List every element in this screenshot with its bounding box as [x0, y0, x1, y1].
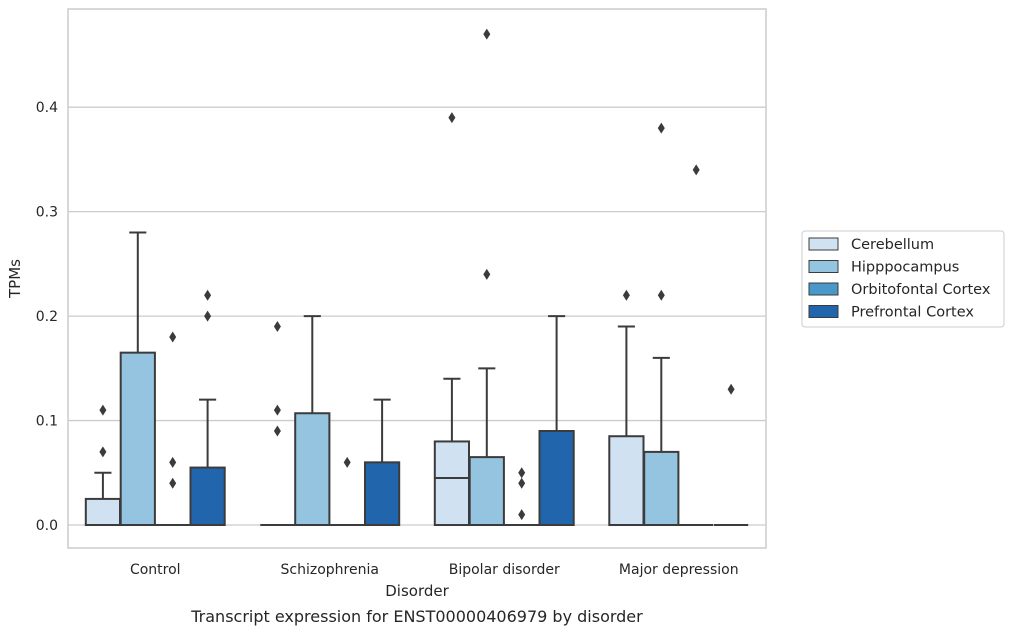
outlier-point — [657, 289, 665, 301]
box-body — [643, 450, 680, 527]
x-tick-label: Bipolar disorder — [449, 562, 560, 578]
outlier-point — [204, 289, 212, 301]
box-hipppocampus — [468, 28, 505, 527]
outlier-point — [169, 331, 177, 343]
outlier-point — [518, 509, 526, 521]
box-orbitofontal-cortex — [155, 331, 190, 527]
box-cerebellum — [84, 404, 122, 527]
box-hipppocampus — [294, 315, 331, 527]
legend-label: Orbitofontal Cortex — [851, 282, 991, 298]
legend-frame — [801, 230, 1005, 328]
outlier-point — [273, 321, 281, 333]
legend-swatch — [808, 282, 839, 296]
x-tick-label: Major depression — [619, 562, 739, 578]
outlier-point — [343, 456, 351, 468]
outlier-point — [692, 164, 700, 176]
outlier-point — [483, 268, 491, 280]
outlier-point — [204, 310, 212, 322]
box-cerebellum — [433, 112, 471, 527]
outlier-point — [518, 477, 526, 489]
outlier-point — [99, 446, 107, 458]
box-orbitofontal-cortex — [504, 467, 539, 527]
x-tick-label: Control — [130, 562, 181, 578]
y-axis-label: TPMs — [6, 259, 24, 299]
box-orbitofontal-cortex — [330, 456, 365, 527]
box-hipppocampus — [119, 231, 156, 527]
y-tick-label: 0.4 — [36, 100, 58, 116]
outlier-point — [273, 404, 281, 416]
legend-label: Prefrontal Cortex — [851, 305, 974, 321]
y-tick-label: 0.2 — [36, 309, 58, 325]
box-prefrontal-cortex — [538, 315, 575, 527]
box-marks — [84, 28, 749, 527]
box-prefrontal-cortex — [189, 289, 226, 527]
box-body — [119, 351, 156, 527]
outlier-point — [169, 456, 177, 468]
y-tick-label: 0.3 — [36, 205, 58, 221]
box-prefrontal-cortex — [713, 383, 749, 527]
box-body — [363, 461, 401, 527]
outlier-point — [622, 289, 630, 301]
legend-swatch — [808, 305, 839, 318]
outlier-point — [657, 122, 665, 134]
box-hipppocampus — [643, 122, 680, 527]
outlier-point — [169, 477, 177, 489]
box-body — [433, 440, 471, 527]
x-tick-label: Schizophrenia — [281, 562, 379, 578]
box-prefrontal-cortex — [363, 398, 401, 527]
outlier-point — [99, 404, 107, 416]
box-body — [84, 497, 122, 527]
legend-label: Hipppocampus — [851, 260, 959, 276]
box-cerebellum — [260, 321, 295, 527]
box-body — [538, 430, 575, 527]
plot-area-frame — [67, 8, 767, 549]
box-body — [189, 466, 226, 527]
box-cerebellum — [608, 289, 645, 527]
box-body — [294, 412, 331, 527]
outlier-point — [518, 467, 526, 479]
box-body — [608, 435, 645, 527]
outlier-point — [448, 112, 456, 124]
legend: Cerebellum Hipppocampus Orbitofontal Corte… — [801, 230, 1005, 328]
y-axis-ticks: 0.0 0.1 0.2 0.3 0.4 — [36, 100, 58, 534]
box-body — [468, 456, 505, 527]
outlier-point — [273, 425, 281, 437]
y-tick-label: 0.0 — [36, 518, 58, 534]
y-tick-label: 0.1 — [36, 414, 58, 430]
chart-caption: Transcript expression for ENST0000040697… — [190, 607, 643, 626]
outlier-point — [483, 28, 491, 40]
x-axis-label: Disorder — [385, 582, 449, 600]
legend-swatch — [808, 237, 839, 251]
legend-label: Cerebellum — [851, 237, 934, 253]
legend-swatch — [808, 260, 839, 273]
box-orbitofontal-cortex — [679, 164, 714, 527]
x-axis-ticks: Control Schizophrenia Bipolar disorder Majo… — [130, 562, 739, 578]
outlier-point — [727, 383, 735, 395]
